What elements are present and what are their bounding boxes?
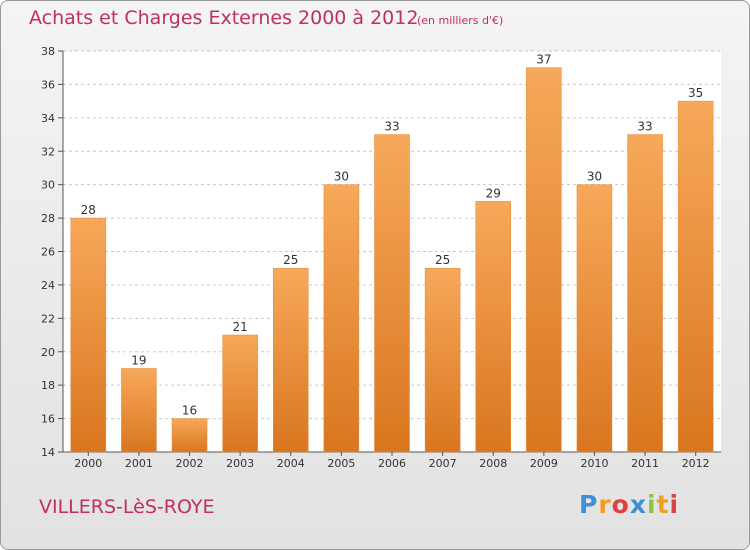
data-label: 25 [283,253,298,267]
x-tick-label: 2004 [277,457,305,470]
chart-title: Achats et Charges Externes 2000 à 2012 [29,7,419,29]
x-tick-label: 2010 [580,457,608,470]
bar [70,217,107,453]
x-tick-label: 2005 [327,457,355,470]
y-tick-label: 26 [41,246,55,259]
bar [323,184,360,453]
bar [475,201,511,453]
proxiti-logo[interactable]: Proxiti [579,490,679,519]
data-label: 37 [536,53,551,67]
x-tick-label: 2001 [125,457,153,470]
y-tick-label: 14 [41,446,55,459]
x-tick-label: 2012 [682,457,710,470]
logo-letter: i [669,490,680,519]
x-tick-label: 2002 [176,457,204,470]
bar [627,134,663,453]
logo-letter: r [598,490,612,519]
x-tick-label: 2011 [631,457,659,470]
y-tick-label: 32 [41,145,55,158]
y-tick-label: 30 [41,179,55,192]
bar [121,368,157,453]
x-tick-label: 2007 [429,457,457,470]
y-tick-label: 18 [41,379,55,392]
logo-letter: t [656,490,670,519]
commune-name: VILLERS-LèS-ROYE [39,496,215,518]
data-label: 25 [435,253,450,267]
y-tick-label: 28 [41,212,55,225]
chart-subtitle: (en milliers d'€) [417,14,504,27]
x-tick-label: 2009 [530,457,558,470]
x-tick-label: 2000 [74,457,102,470]
data-label: 21 [233,320,248,334]
data-label: 33 [384,120,399,134]
data-label: 19 [131,353,146,367]
bar [171,418,208,453]
logo-letter: o [611,490,630,519]
bar [273,267,309,453]
bar [677,100,714,453]
bar [576,184,613,453]
data-label: 16 [182,404,197,418]
data-label: 35 [688,86,703,100]
x-tick-label: 2003 [226,457,254,470]
y-tick-label: 36 [41,78,55,91]
logo-letter: x [629,490,647,519]
y-tick-label: 38 [41,45,55,58]
data-label: 33 [637,120,652,134]
logo-letter: i [647,490,657,519]
logo-letter: P [579,490,599,519]
x-tick-label: 2008 [479,457,507,470]
y-tick-label: 34 [41,112,55,125]
data-label: 30 [587,170,602,184]
data-label: 28 [81,203,96,217]
data-label: 30 [334,170,349,184]
bar [222,334,258,453]
y-tick-label: 16 [41,413,55,426]
y-tick-label: 20 [41,346,55,359]
x-tick-label: 2006 [378,457,406,470]
bar [424,267,461,453]
bar [374,134,410,453]
y-tick-label: 22 [41,312,55,325]
data-label: 29 [486,186,501,200]
bar [526,67,562,453]
y-tick-label: 24 [41,279,55,292]
